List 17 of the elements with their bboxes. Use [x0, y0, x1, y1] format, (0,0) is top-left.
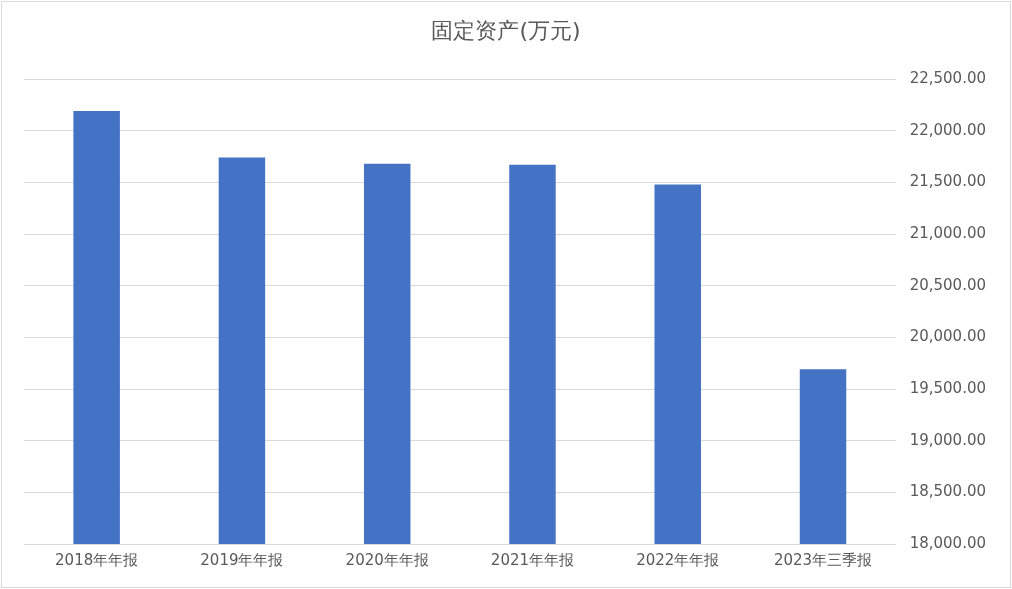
y-tick-label: 21,500.00 — [909, 172, 986, 191]
x-tick-label: 2020年年报 — [345, 550, 429, 569]
y-tick-label: 22,500.00 — [909, 68, 986, 87]
y-tick-label: 20,500.00 — [909, 275, 986, 294]
x-tick-label: 2019年年报 — [200, 550, 284, 569]
y-tick-label: 18,500.00 — [909, 482, 986, 501]
y-tick-label: 21,000.00 — [909, 223, 986, 242]
y-tick-label: 18,000.00 — [909, 533, 986, 552]
chart-title: 固定资产(万元) — [430, 17, 582, 45]
x-tick-label: 2022年年报 — [636, 550, 720, 569]
y-tick-label: 19,000.00 — [909, 430, 986, 449]
y-tick-label: 19,500.00 — [909, 378, 986, 397]
x-tick-label: 2018年年报 — [55, 550, 139, 569]
y-tick-label: 20,000.00 — [909, 327, 986, 346]
y-tick-label: 22,000.00 — [909, 120, 986, 139]
x-tick-label: 2021年年报 — [490, 550, 575, 569]
x-tick-label: 2023年三季报 — [773, 550, 873, 569]
